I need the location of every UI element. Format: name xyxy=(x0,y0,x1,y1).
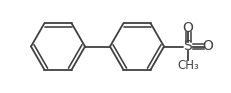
Text: S: S xyxy=(184,40,192,53)
Text: O: O xyxy=(203,40,213,53)
Text: O: O xyxy=(182,20,193,35)
Text: CH₃: CH₃ xyxy=(177,59,199,72)
